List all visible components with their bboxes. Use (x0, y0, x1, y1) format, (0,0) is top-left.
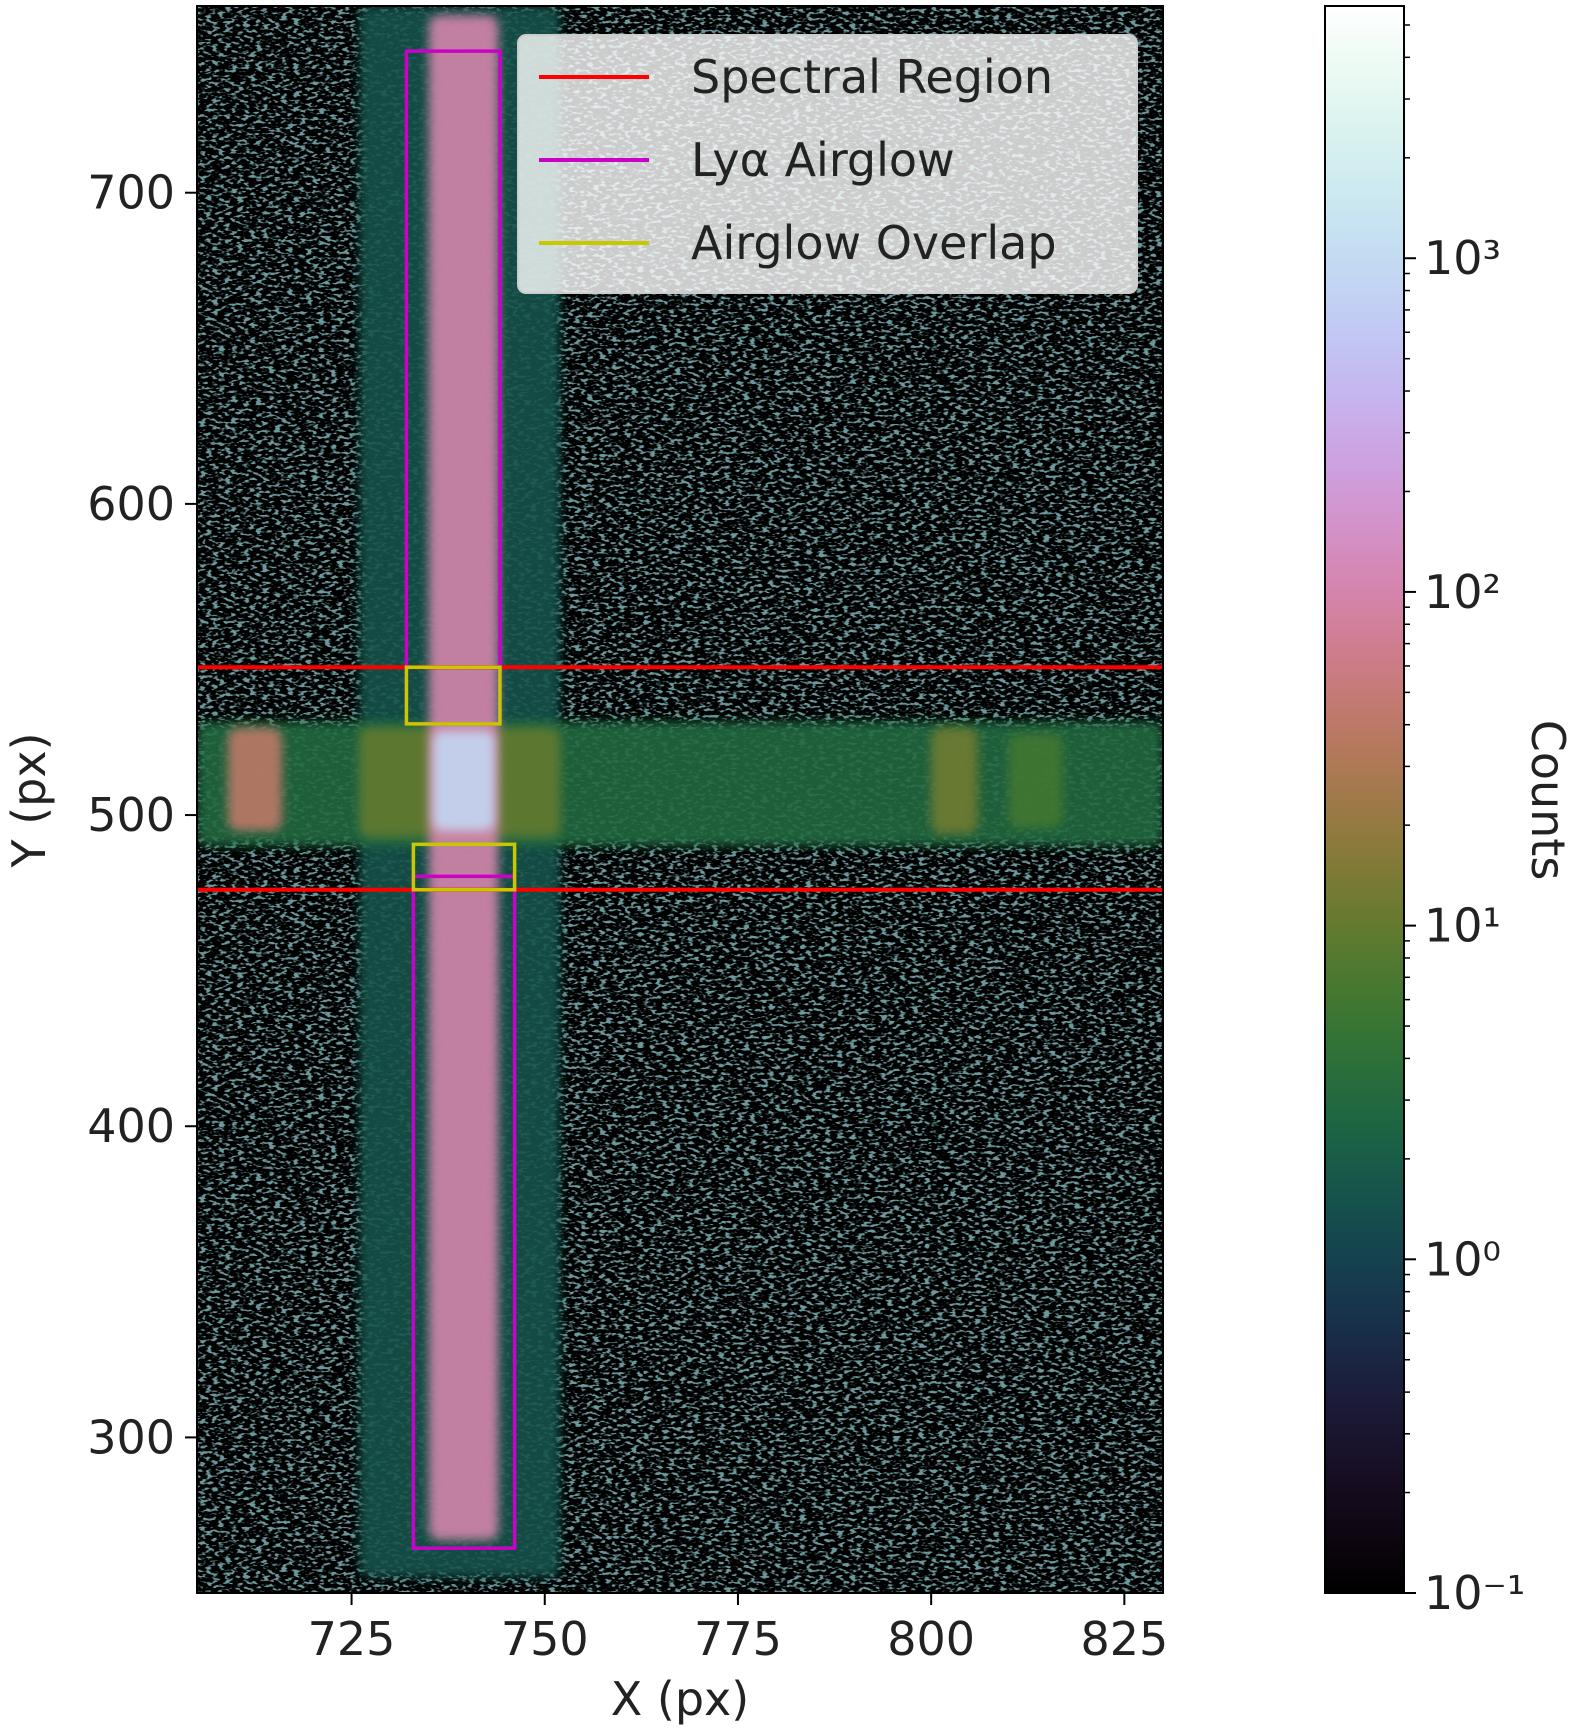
colorbar-tick-label: 10⁰ (1424, 1232, 1501, 1286)
emission-feature (1008, 734, 1063, 828)
legend-label: Lyα Airglow (691, 133, 955, 187)
legend-label: Airglow Overlap (691, 216, 1057, 270)
colorbar (1324, 5, 1405, 1594)
x-tick-label: 825 (1080, 1612, 1168, 1666)
region-box (411, 874, 517, 1550)
colorbar-tick-label: 10² (1424, 565, 1501, 619)
legend-label: Spectral Region (691, 50, 1053, 104)
x-tick-label: 725 (308, 1612, 396, 1666)
y-tick-label: 300 (87, 1410, 175, 1464)
y-tick-label: 400 (87, 1099, 175, 1153)
x-tick-label: 800 (887, 1612, 975, 1666)
emission-feature (227, 727, 283, 831)
region-box (411, 842, 517, 892)
region-box (404, 665, 502, 726)
y-axis-label: Y (px) (2, 732, 56, 868)
y-tick-label: 700 (87, 166, 175, 220)
x-tick-label: 750 (501, 1612, 589, 1666)
legend-box (517, 34, 1138, 294)
y-tick-label: 500 (87, 788, 175, 842)
colorbar-label: Counts (1521, 720, 1570, 881)
x-tick-label: 775 (694, 1612, 782, 1666)
y-tick-label: 600 (87, 477, 175, 531)
axes-frame (196, 5, 1164, 1594)
colorbar-tick-label: 10⁻¹ (1424, 1566, 1525, 1620)
emission-feature (931, 727, 978, 834)
x-axis-label: X (px) (611, 1672, 749, 1726)
colorbar-tick-label: 10¹ (1424, 899, 1501, 953)
emission-feature (432, 731, 495, 831)
colorbar-tick-label: 10³ (1424, 231, 1501, 285)
